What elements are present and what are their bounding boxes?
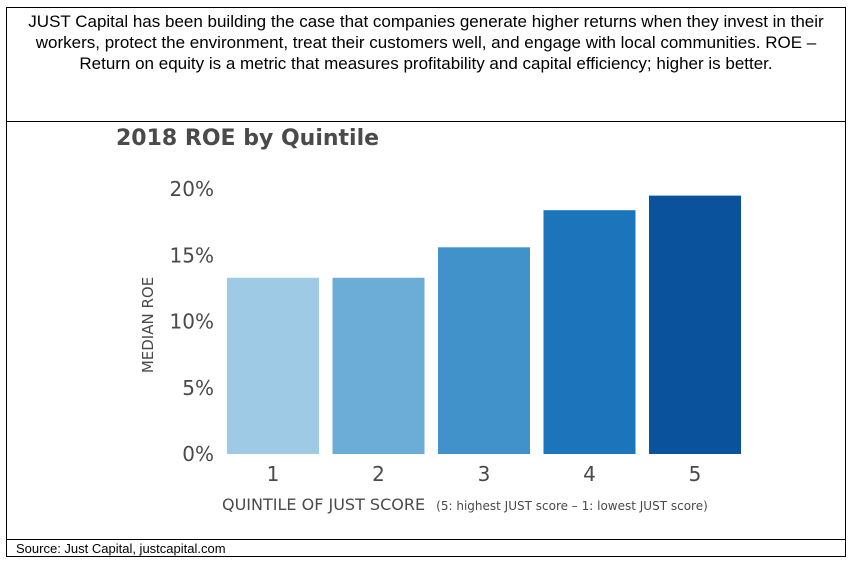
bar-quintile-2 — [332, 277, 425, 454]
intro-text: JUST Capital has been building the case … — [6, 7, 846, 122]
y-axis-ticks: 0% 5% 10% 15% 20% — [170, 177, 214, 466]
x-axis-label-note: (5: highest JUST score – 1: lowest JUST … — [436, 499, 708, 513]
y-tick-label: 5% — [182, 376, 214, 400]
source-text: Source: Just Capital, justcapital.com — [6, 539, 846, 557]
y-tick-label: 20% — [170, 177, 214, 201]
x-tick-label: 5 — [689, 462, 702, 486]
bar-quintile-1 — [227, 277, 319, 454]
x-axis-ticks: 1 2 3 4 5 — [267, 462, 702, 486]
x-tick-label: 4 — [583, 462, 596, 486]
bars — [227, 195, 741, 454]
x-tick-label: 3 — [478, 462, 491, 486]
y-tick-label: 10% — [170, 310, 214, 334]
bar-quintile-3 — [438, 247, 530, 454]
chart-title: 2018 ROE by Quintile — [116, 126, 379, 151]
y-axis-label: MEDIAN ROE — [139, 277, 157, 373]
x-axis-label-main: QUINTILE OF JUST SCORE — [222, 495, 425, 514]
x-tick-label: 2 — [372, 462, 385, 486]
x-axis-label: QUINTILE OF JUST SCORE (5: highest JUST … — [222, 495, 708, 514]
y-tick-label: 15% — [170, 243, 214, 267]
bar-quintile-5 — [649, 195, 741, 454]
bar-quintile-4 — [543, 210, 636, 454]
y-tick-label: 0% — [182, 442, 214, 466]
x-tick-label: 1 — [267, 462, 280, 486]
figure-frame — [6, 7, 846, 557]
